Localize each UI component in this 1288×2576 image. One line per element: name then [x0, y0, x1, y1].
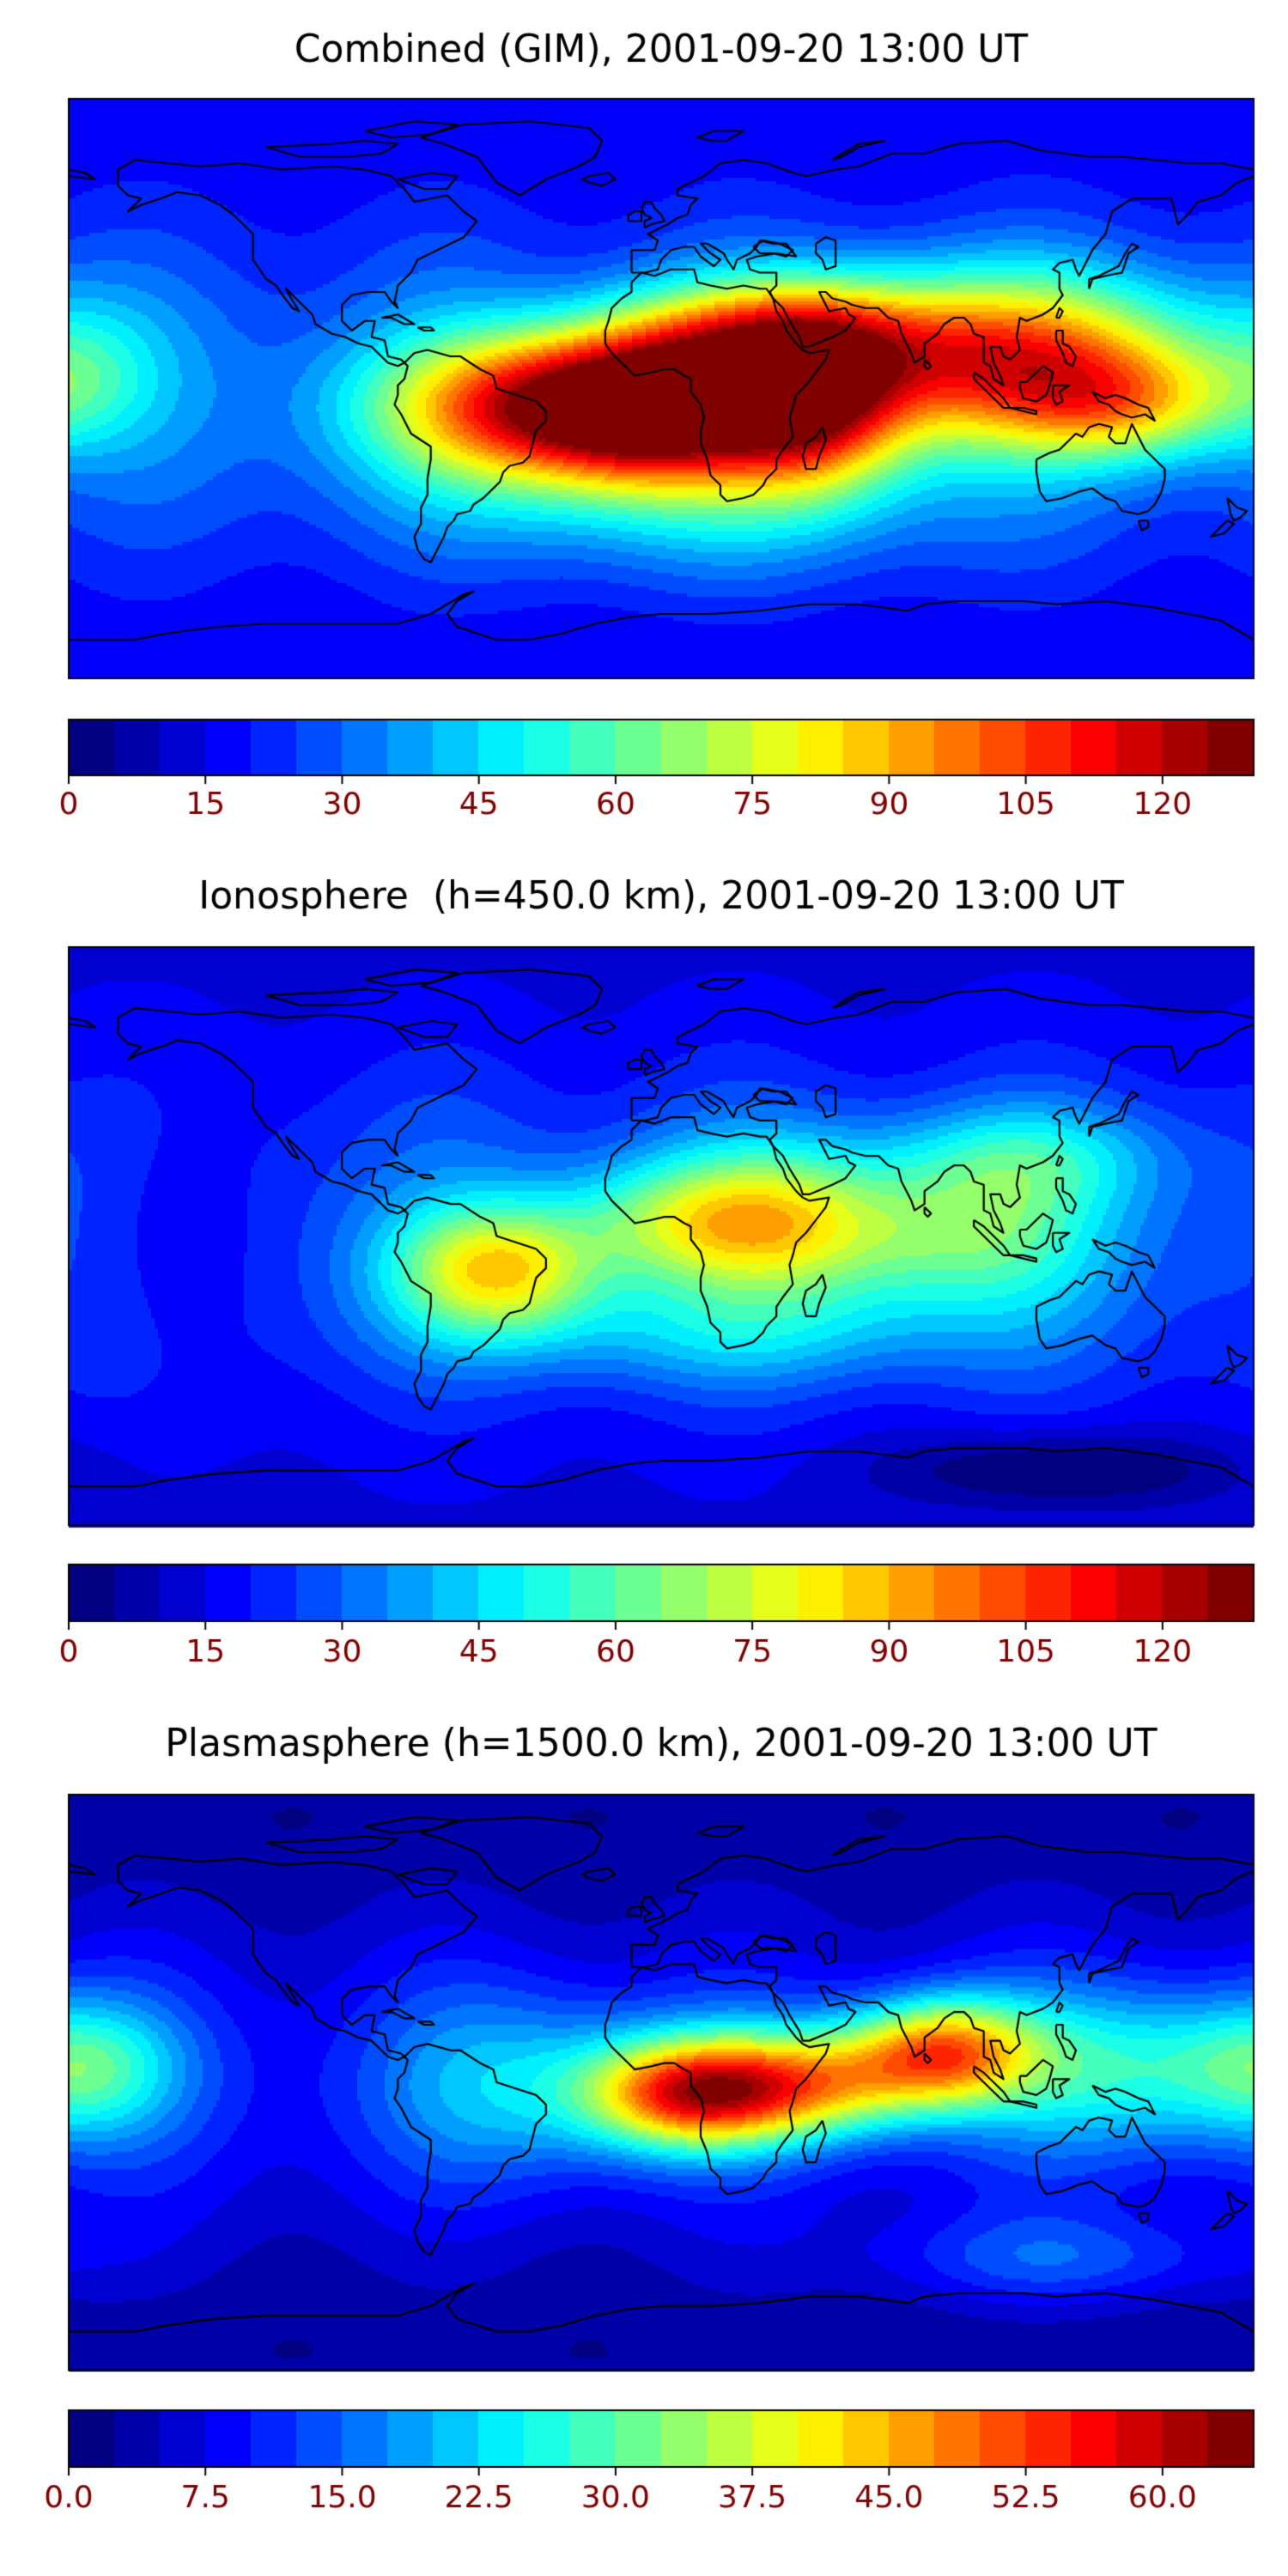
tec-maps-figure [0, 0, 1288, 2576]
